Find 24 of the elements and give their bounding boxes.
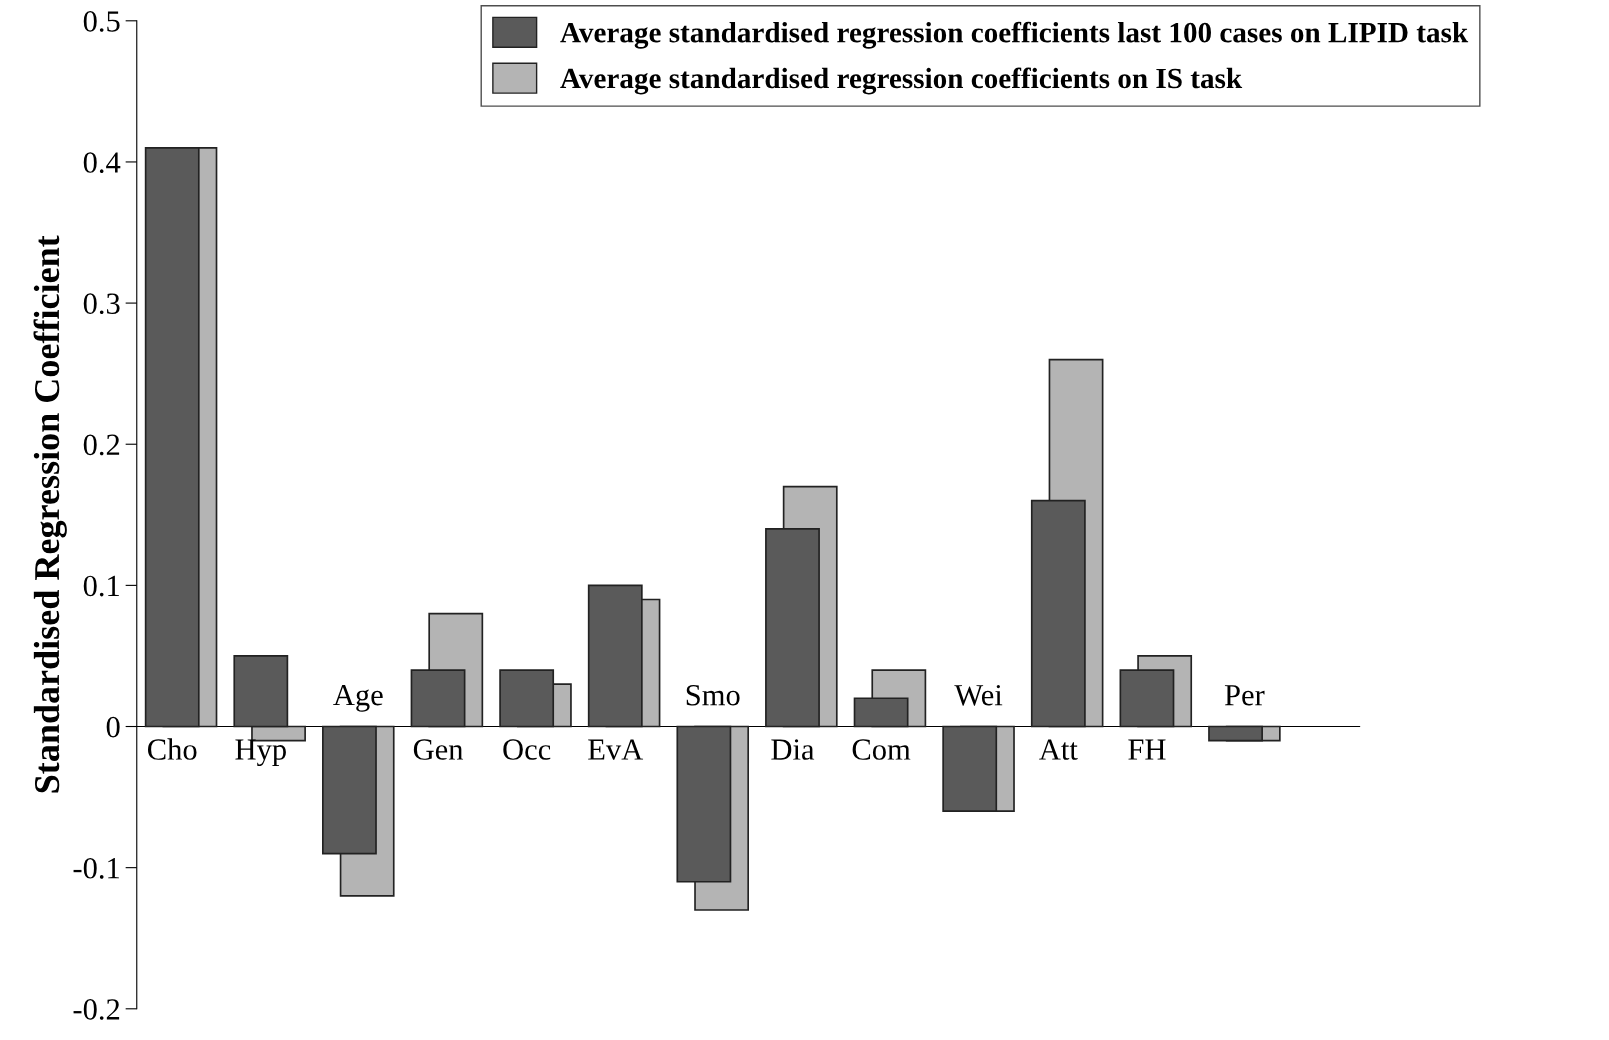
x-tick-label: FH — [1128, 739, 1166, 760]
x-tick-label: Occ — [503, 739, 551, 760]
x-tick-label: EvA — [588, 739, 644, 760]
x-tick-label: Smo — [686, 684, 740, 706]
y-tick-label: 0.4 — [83, 152, 121, 173]
legend-label: Average standardised regression coefficients last 100 cases on LIPID task — [560, 21, 1469, 49]
y-axis-title: Standardised Regression Coefficient — [33, 235, 67, 793]
x-tick-label: Wei — [954, 684, 1003, 706]
y-tick-label: 0.2 — [83, 434, 120, 456]
y-tick-label: -0.1 — [73, 857, 119, 879]
y-tick-label: 0 — [106, 716, 120, 738]
x-tick-label: Gen — [413, 739, 464, 760]
y-tick-label: -0.2 — [73, 999, 120, 1020]
x-tick-label: Hyp — [235, 739, 286, 767]
y-tick-label: 0.3 — [83, 293, 120, 315]
x-tick-label: Dia — [771, 739, 815, 760]
x-tick-label: Com — [852, 739, 911, 760]
y-tick-label: 0.5 — [83, 11, 120, 32]
legend-label: Average standardised regression coefficients on IS task — [560, 67, 1243, 95]
x-tick-label: Att — [1039, 739, 1078, 760]
x-tick-label: Per — [1224, 685, 1265, 706]
y-tick-label: 0.1 — [83, 575, 119, 597]
x-tick-label: Cho — [148, 738, 197, 760]
x-tick-label: Age — [333, 684, 383, 712]
